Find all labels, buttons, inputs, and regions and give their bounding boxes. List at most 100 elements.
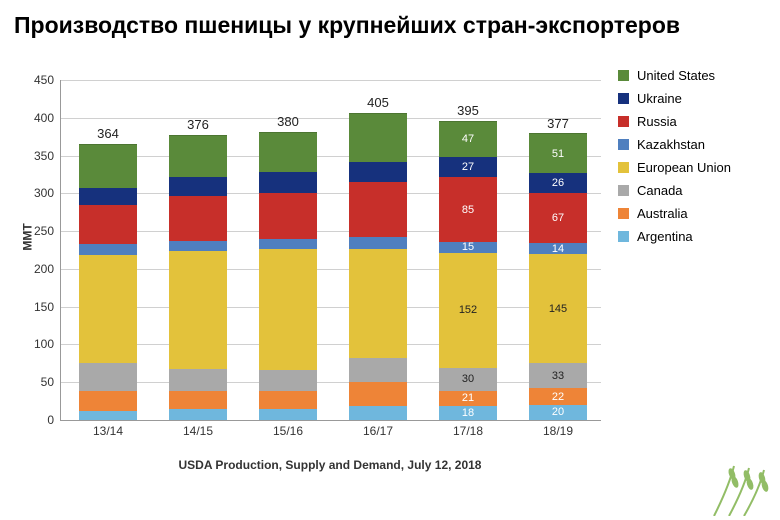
plot-area: 36413/1437614/1538015/1640516/1718213015… bbox=[60, 80, 601, 421]
y-tick: 350 bbox=[14, 149, 54, 163]
legend-label: United States bbox=[637, 68, 715, 83]
segment-value: 33 bbox=[529, 370, 587, 382]
x-tick: 18/19 bbox=[529, 424, 587, 438]
bar-segment: 85 bbox=[439, 176, 497, 241]
bar-segment bbox=[349, 113, 407, 162]
bar-segment bbox=[169, 368, 227, 391]
legend-item: United States bbox=[618, 68, 731, 83]
legend-swatch bbox=[618, 116, 629, 127]
bar-segment bbox=[259, 248, 317, 370]
legend-item: European Union bbox=[618, 160, 731, 175]
legend-item: Kazakhstan bbox=[618, 137, 731, 152]
legend-label: Australia bbox=[637, 206, 688, 221]
segment-value: 26 bbox=[529, 177, 587, 189]
legend-swatch bbox=[618, 93, 629, 104]
bar-segment bbox=[169, 176, 227, 196]
y-tick: 200 bbox=[14, 262, 54, 276]
page-title: Производство пшеницы у крупнейших стран-… bbox=[0, 0, 780, 47]
y-tick: 50 bbox=[14, 375, 54, 389]
bar-segment: 47 bbox=[439, 121, 497, 158]
legend-label: Canada bbox=[637, 183, 683, 198]
bar-total: 380 bbox=[259, 114, 317, 129]
bar-total: 395 bbox=[439, 103, 497, 118]
bar-segment bbox=[259, 408, 317, 420]
segment-value: 20 bbox=[529, 406, 587, 418]
bar-segment bbox=[169, 240, 227, 251]
y-tick: 0 bbox=[14, 413, 54, 427]
bar-segment: 26 bbox=[529, 172, 587, 193]
gridline bbox=[61, 231, 601, 232]
bar-segment: 22 bbox=[529, 387, 587, 405]
gridline bbox=[61, 118, 601, 119]
bar-segment bbox=[79, 204, 137, 244]
bar-segment bbox=[259, 171, 317, 192]
bar-total: 364 bbox=[79, 126, 137, 141]
bar-segment: 145 bbox=[529, 253, 587, 364]
chart-container: MMT 36413/1437614/1538015/1640516/171821… bbox=[60, 60, 600, 440]
bar-segment: 20 bbox=[529, 404, 587, 420]
segment-value: 30 bbox=[439, 373, 497, 385]
legend-label: Argentina bbox=[637, 229, 693, 244]
legend: United States Ukraine Russia Kazakhstan Euro… bbox=[618, 68, 731, 252]
y-tick: 300 bbox=[14, 186, 54, 200]
legend-label: Ukraine bbox=[637, 91, 682, 106]
gridline bbox=[61, 156, 601, 157]
segment-value: 21 bbox=[439, 392, 497, 404]
bar-segment bbox=[349, 405, 407, 420]
legend-swatch bbox=[618, 231, 629, 242]
legend-swatch bbox=[618, 162, 629, 173]
bar-total: 405 bbox=[349, 95, 407, 110]
segment-value: 15 bbox=[439, 241, 497, 253]
x-tick: 15/16 bbox=[259, 424, 317, 438]
bar-segment bbox=[349, 236, 407, 248]
bar-segment bbox=[259, 192, 317, 239]
legend-swatch bbox=[618, 139, 629, 150]
gridline bbox=[61, 193, 601, 194]
gridline bbox=[61, 382, 601, 383]
gridline bbox=[61, 307, 601, 308]
y-tick: 100 bbox=[14, 337, 54, 351]
bar-segment bbox=[349, 357, 407, 382]
legend-item: Argentina bbox=[618, 229, 731, 244]
legend-swatch bbox=[618, 185, 629, 196]
bar-segment bbox=[79, 187, 137, 205]
y-tick: 150 bbox=[14, 300, 54, 314]
gridline bbox=[61, 344, 601, 345]
bar-segment bbox=[79, 362, 137, 391]
x-tick: 14/15 bbox=[169, 424, 227, 438]
y-tick: 400 bbox=[14, 111, 54, 125]
bar-segment bbox=[169, 390, 227, 409]
bar-segment bbox=[169, 408, 227, 420]
bar-total: 377 bbox=[529, 116, 587, 131]
bar-segment bbox=[349, 381, 407, 406]
segment-value: 47 bbox=[439, 133, 497, 145]
segment-value: 152 bbox=[439, 304, 497, 316]
bar-total: 376 bbox=[169, 117, 227, 132]
bar-segment: 152 bbox=[439, 252, 497, 368]
segment-value: 85 bbox=[439, 204, 497, 216]
bar-segment bbox=[79, 243, 137, 255]
bar-segment: 33 bbox=[529, 362, 587, 388]
source-caption: USDA Production, Supply and Demand, July… bbox=[60, 458, 600, 472]
legend-swatch bbox=[618, 70, 629, 81]
legend-swatch bbox=[618, 208, 629, 219]
bar-segment: 51 bbox=[529, 133, 587, 173]
legend-item: Russia bbox=[618, 114, 731, 129]
bar-segment bbox=[79, 254, 137, 363]
y-tick: 250 bbox=[14, 224, 54, 238]
bar-segment: 14 bbox=[529, 242, 587, 254]
bar-segment bbox=[169, 195, 227, 241]
segment-value: 145 bbox=[529, 303, 587, 315]
bar-segment bbox=[349, 248, 407, 359]
bar-segment: 67 bbox=[529, 192, 587, 244]
bar-segment bbox=[349, 181, 407, 237]
legend-label: Kazakhstan bbox=[637, 137, 705, 152]
segment-value: 18 bbox=[439, 407, 497, 419]
x-tick: 17/18 bbox=[439, 424, 497, 438]
x-tick: 16/17 bbox=[349, 424, 407, 438]
legend-item: Ukraine bbox=[618, 91, 731, 106]
bar-segment bbox=[349, 161, 407, 182]
x-tick: 13/14 bbox=[79, 424, 137, 438]
bar-segment: 21 bbox=[439, 390, 497, 407]
bar-segment: 30 bbox=[439, 367, 497, 391]
